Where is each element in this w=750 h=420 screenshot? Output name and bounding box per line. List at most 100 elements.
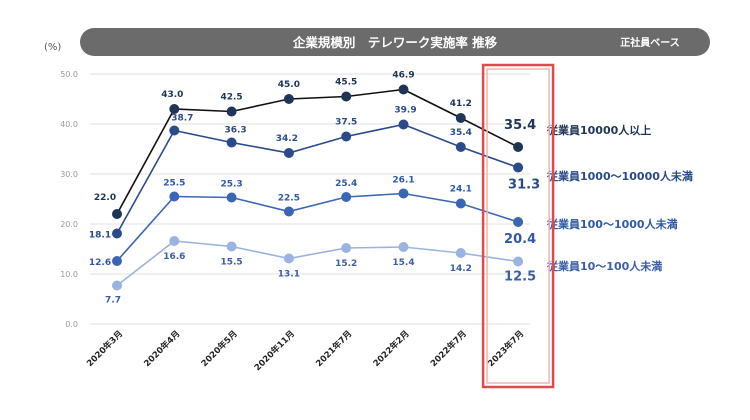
series-line [116,88,519,215]
series-line [116,123,519,234]
data-point [513,256,524,267]
data-point [398,242,409,252]
legend-entry: 従業員100～1000人未満 [546,217,678,231]
data-label: 25.5 [163,179,185,189]
data-label: 35.4 [504,118,536,133]
y-tick-label: 40.0 [60,120,78,129]
legend-entry: 従業員10000人以上 [546,123,651,137]
data-point [283,253,294,264]
data-label: 41.2 [450,99,472,109]
data-label: 38.7 [171,114,193,124]
data-point [341,91,352,102]
x-tick-label: 2020年11月 [252,328,297,373]
data-label: 25.3 [220,180,242,190]
data-label: 14.2 [450,264,472,274]
data-label: 15.4 [392,258,414,268]
x-tick-label: 2020年3月 [84,328,125,369]
data-label: 45.5 [335,78,357,88]
data-point [112,228,122,239]
data-label: 42.5 [220,93,242,103]
series-points [112,84,524,291]
data-label: 46.9 [392,71,414,81]
header: (%) 企業規模別 テレワーク実施率 推移 正社員ベース [44,28,710,56]
series-line [116,192,519,262]
data-label: 37.5 [335,118,357,128]
data-label: 43.0 [161,90,183,100]
data-point [112,209,122,219]
data-label: 20.4 [504,232,536,247]
x-tick-label: 2020年5月 [199,328,240,369]
data-point [513,162,524,173]
y-tick-label: 20.0 [60,220,78,229]
data-point [455,142,466,152]
data-label: 22.0 [94,193,116,203]
data-point [226,192,237,203]
data-label: 16.6 [163,252,185,262]
data-point [398,119,409,130]
y-tick-label: 50.0 [60,70,78,79]
data-point [341,131,352,142]
y-tick-label: 10.0 [60,270,78,279]
data-label: 12.5 [504,270,536,285]
data-label: 31.3 [508,178,540,193]
data-label: 45.0 [278,80,300,90]
data-point [455,113,466,123]
data-point [226,137,237,148]
x-axis: 2020年3月 2020年4月 2020年5月 2020年11月 2021年7月 2022… [84,328,526,373]
y-axis: 0.0 10.0 20.0 30.0 40.0 50.0 [60,70,78,329]
highlight-rect-outer [481,63,555,389]
data-point [169,236,180,246]
data-point [455,248,466,258]
data-label: 18.1 [89,231,111,241]
basis-label: 正社員ベース [620,36,680,49]
legend-entry: 従業員1000～10000人未満 [546,169,693,183]
data-point [226,106,237,117]
data-point [513,217,524,227]
legend-entry: 従業員10～100人未満 [546,259,662,273]
data-point [398,84,409,95]
x-tick-label: 2023年7月 [486,328,527,369]
data-point [169,125,180,136]
grid [90,73,530,325]
data-label: 15.5 [220,258,242,268]
data-label: 24.1 [450,185,472,195]
data-point [455,198,466,209]
unit-label: (%) [44,42,61,53]
y-tick-label: 30.0 [60,170,78,179]
series-lines [116,88,519,287]
x-tick-label: 2022年7月 [428,328,469,369]
highlight-rect-inner [486,68,550,384]
data-labels: 22.0 43.0 42.5 45.0 45.5 46.9 41.2 35.4 18.1 38.7… [89,71,540,306]
x-tick-label: 2020年4月 [142,328,183,369]
title-bar [80,28,710,56]
data-label: 36.3 [224,126,246,136]
series-line [116,240,519,287]
data-label: 39.9 [394,106,416,116]
data-label: 34.2 [276,134,298,144]
data-point [283,148,294,158]
x-tick-label: 2021年7月 [314,328,355,369]
data-label: 26.1 [392,176,414,186]
data-point [112,256,122,266]
data-point [398,188,409,199]
data-point [169,104,180,114]
data-point [341,192,352,202]
data-label: 22.5 [278,194,300,204]
data-point [112,280,122,291]
data-point [283,206,294,217]
data-point [283,94,294,104]
legend: 従業員10000人以上従業員1000～10000人未満従業員100～1000人未… [546,123,693,273]
y-tick-label: 0.0 [65,320,78,329]
data-point [169,191,180,202]
data-label: 7.7 [105,296,121,306]
highlight-box [481,63,555,389]
data-label: 35.4 [450,128,472,138]
data-point [226,241,237,252]
data-label: 12.6 [89,258,111,268]
data-label: 15.2 [335,259,357,269]
chart-title: 企業規模別 テレワーク実施率 推移 [292,35,498,50]
data-label: 13.1 [278,270,300,280]
data-point [341,243,352,253]
data-point [513,142,524,152]
